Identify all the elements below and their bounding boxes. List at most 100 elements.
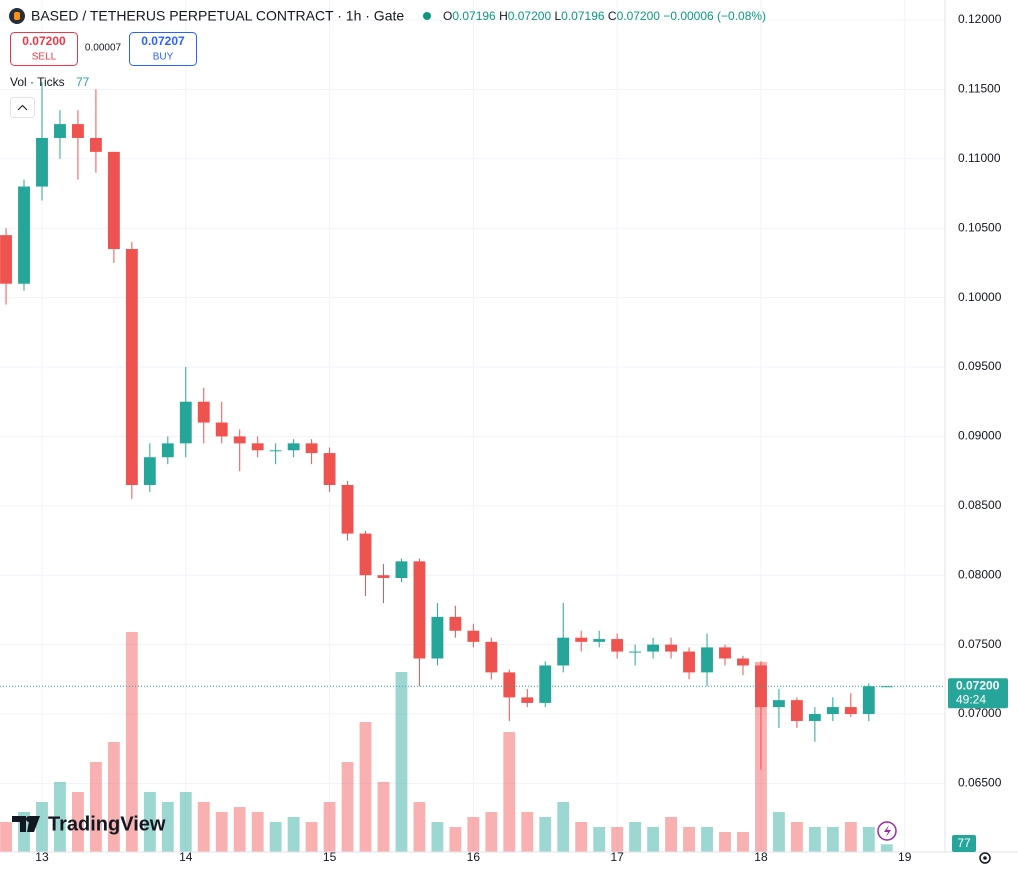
- volume-bar: [233, 807, 246, 852]
- last-price-label: 0.07200: [956, 678, 1000, 692]
- volume-bar: [341, 762, 354, 852]
- sell-price: 0.07200: [22, 34, 66, 48]
- candle-body: [557, 637, 570, 666]
- volume-bar: [844, 822, 857, 852]
- candle-body: [125, 249, 138, 485]
- volume-bar: [790, 822, 803, 852]
- volume-bar: [161, 802, 174, 852]
- candle-body: [359, 533, 372, 576]
- y-tick-label: 0.08000: [958, 567, 1002, 581]
- volume-bar: [125, 632, 138, 852]
- settings-button[interactable]: [979, 852, 991, 864]
- candle-body: [826, 707, 839, 715]
- ohlc-label: O: [443, 9, 452, 23]
- collapse-button[interactable]: [10, 97, 35, 118]
- volume-bar: [72, 792, 84, 852]
- ohlc-value: 0.07196: [561, 9, 605, 23]
- volume-bar: [683, 827, 695, 852]
- candle-body: [737, 658, 749, 666]
- ohlc-label: L: [554, 9, 561, 23]
- y-tick-label: 0.07500: [958, 637, 1002, 651]
- y-tick-label: 0.08500: [958, 498, 1002, 512]
- volume-bar: [467, 817, 480, 852]
- candle-body: [269, 450, 282, 452]
- volume-bar: [395, 672, 408, 852]
- candle-body: [18, 186, 30, 284]
- volume-bar: [0, 822, 12, 852]
- y-tick-label: 0.10000: [958, 290, 1002, 304]
- candle-body: [413, 561, 426, 659]
- brand-logo: [12, 816, 40, 832]
- volume-title: Vol · Ticks: [10, 75, 65, 89]
- candle-body: [683, 651, 695, 673]
- volume-bar: [269, 822, 282, 852]
- candle-body: [89, 137, 102, 152]
- x-tick-label: 15: [323, 850, 337, 864]
- candle-body: [521, 697, 534, 703]
- candle-body: [323, 453, 336, 485]
- candle-body: [36, 137, 48, 187]
- candle-body: [808, 714, 821, 721]
- collapse-icon: [17, 104, 28, 111]
- y-tick-label: 0.11000: [958, 151, 1001, 165]
- candle-body: [251, 443, 264, 451]
- candle-body: [197, 401, 210, 423]
- volume-bar: [593, 827, 606, 852]
- candle-body: [395, 561, 408, 578]
- candle-body: [629, 651, 642, 653]
- sell-button[interactable]: [10, 32, 78, 66]
- ohlc-label: H: [499, 9, 508, 23]
- candle-body: [647, 644, 660, 652]
- volume-bar: [215, 812, 228, 852]
- x-tick-label: 19: [898, 850, 912, 864]
- candle-body: [844, 707, 857, 715]
- brand-name: TradingView: [48, 813, 166, 835]
- spread: 0.00007: [85, 43, 122, 54]
- y-tick-label: 0.09500: [958, 359, 1002, 373]
- y-tick-label: 0.07000: [958, 706, 1002, 720]
- ohlc-change: −0.00006 (−0.08%): [663, 9, 766, 23]
- candle-body: [880, 686, 893, 688]
- volume-bar: [107, 742, 120, 852]
- candle-body: [719, 647, 731, 659]
- volume-bar: [647, 827, 660, 852]
- chart-title: BASED / TETHERUS PERPETUAL CONTRACT · 1h…: [31, 8, 404, 24]
- volume-bar: [179, 792, 192, 852]
- x-tick-label: 13: [35, 850, 49, 864]
- candle-layer: [0, 82, 945, 770]
- candle-body: [377, 575, 390, 578]
- volume-bar: [719, 832, 731, 852]
- volume-bar: [431, 822, 444, 852]
- volume-bar: [54, 782, 66, 852]
- volume-bar: [862, 827, 875, 852]
- candle-body: [772, 700, 785, 708]
- candle-body: [539, 665, 552, 703]
- buy-button[interactable]: [129, 32, 197, 66]
- volume-value-box: [952, 835, 976, 852]
- x-tick-label: 18: [754, 850, 768, 864]
- volume-bar: [143, 792, 156, 852]
- candle-body: [215, 422, 228, 437]
- candle-body: [143, 457, 156, 485]
- market-status[interactable]: [423, 12, 431, 20]
- volume-bar: [611, 827, 624, 852]
- volume-bar: [701, 827, 713, 852]
- ohlc-label: C: [608, 9, 617, 23]
- candle-body: [593, 639, 606, 642]
- volume-bar: [557, 802, 570, 852]
- last-price-box: [948, 678, 1008, 709]
- volume-bar: [665, 817, 678, 852]
- candle-body: [0, 235, 12, 284]
- candle-body: [287, 443, 300, 451]
- grid-layer: [0, 0, 945, 852]
- countdown-label: 49:24: [956, 692, 986, 706]
- candle-body: [503, 672, 516, 698]
- alert-icon: [884, 825, 891, 837]
- buy-price: 0.07207: [141, 34, 185, 48]
- volume-bar: [772, 812, 785, 852]
- volume-bar: [413, 802, 426, 852]
- candle-body: [449, 616, 462, 631]
- x-tick-label: 16: [467, 850, 481, 864]
- candle-body: [862, 686, 875, 715]
